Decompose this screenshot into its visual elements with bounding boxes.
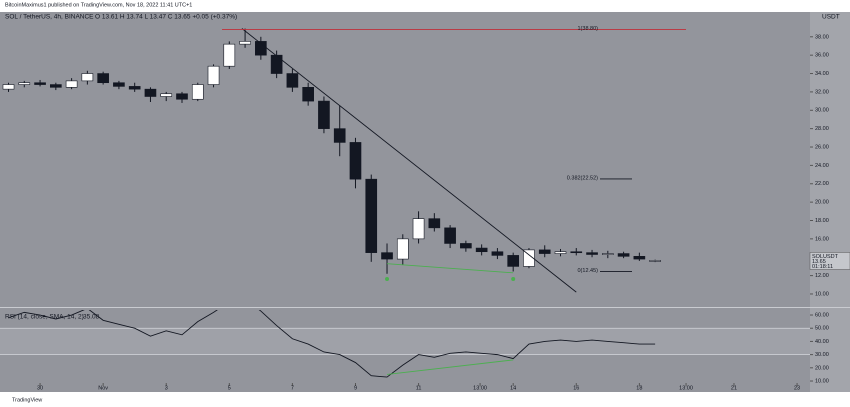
price-tag (809, 252, 850, 270)
footer: TradingView (12, 397, 42, 403)
axis-background (810, 12, 850, 392)
x-tick-label: 11 (416, 385, 422, 391)
candle-body (601, 253, 614, 255)
x-tick-label: 30 (37, 385, 43, 391)
x-tick-label: 5 (228, 385, 231, 391)
currency: USDT (822, 14, 840, 21)
x-tick-label: 14 (510, 385, 516, 391)
candle-body (160, 93, 173, 97)
candle-body (113, 82, 125, 87)
candle-body (349, 142, 362, 180)
price-tag-symbol: SOLUSDT (812, 254, 839, 260)
candle-body (239, 41, 251, 45)
candle-body (396, 238, 409, 260)
y-tick-label: 10.00 (815, 378, 829, 384)
candle-body (412, 218, 425, 240)
rsi-divergence (386, 359, 514, 375)
candle-body (570, 251, 583, 254)
candle-body (365, 178, 378, 253)
fib-label: 0(12.45) (578, 268, 599, 274)
rsi-band (0, 328, 810, 355)
y-tick-label: 30.00 (815, 108, 829, 114)
candle-body (65, 80, 78, 88)
fib-label: 0.382(22.52) (567, 175, 598, 181)
ohlc: O 13.61 H 13.74 L 13.47 C 13.65 +0.05 (+… (95, 14, 237, 21)
rsi-line (8, 310, 656, 378)
fib-label: 1(38.80) (578, 26, 599, 32)
candle-body (302, 87, 314, 102)
candle-body (649, 260, 661, 262)
candle-body (554, 251, 567, 254)
y-tick-label: 38.00 (815, 34, 829, 40)
x-tick-label: 18 (636, 385, 642, 391)
y-tick-label: 34.00 (815, 71, 829, 77)
candle-body (97, 73, 109, 84)
candle-body (191, 84, 204, 100)
y-tick-label: 30.00 (815, 352, 829, 358)
publisher: BitcoinMaximus1 published on TradingView… (5, 2, 192, 8)
candle-body (223, 43, 236, 67)
candle-body (18, 82, 31, 85)
y-tick-label: 20.00 (815, 200, 829, 206)
x-tick-label: 16 (573, 385, 579, 391)
x-tick-label: 21 (731, 385, 737, 391)
y-tick-label: 16.00 (815, 236, 829, 242)
y-tick-label: 40.00 (815, 339, 829, 345)
candle-body (381, 252, 393, 260)
candle-body (460, 243, 472, 249)
y-tick-label: 60.00 (815, 312, 829, 318)
price-tag-countdown: 01:18:11 (812, 264, 833, 270)
candle-body (176, 93, 188, 100)
candle-body (491, 251, 504, 256)
divergence-line (386, 263, 514, 274)
candle-body (318, 100, 330, 129)
candle-body (34, 82, 46, 85)
divergence-marker (511, 277, 516, 281)
rsi-title: RSI (14, close, SMA, 14, 2) (5, 314, 84, 321)
y-tick-label: 18.00 (815, 218, 829, 224)
trendline (241, 28, 577, 293)
candle-body (144, 88, 157, 97)
candle-body (586, 252, 598, 255)
candle-body (507, 255, 520, 267)
y-tick-label: 24.00 (815, 163, 829, 169)
candle-body (2, 84, 15, 90)
candle-body (333, 128, 346, 143)
candle-body (128, 86, 141, 90)
y-tick-label: 22.00 (815, 181, 829, 187)
x-tick-label: 9 (354, 385, 357, 391)
y-tick-label: 50.00 (815, 326, 829, 332)
candle-body (444, 227, 456, 244)
y-tick-label: 12.00 (815, 273, 829, 279)
candle-body (50, 84, 62, 88)
candle-body (207, 65, 220, 85)
symbol: SOL / TetherUS, 4h, BINANCE (5, 14, 94, 21)
y-tick-label: 32.00 (815, 89, 829, 95)
y-tick-label: 36.00 (815, 53, 829, 59)
x-tick-label: 3 (165, 385, 168, 391)
candle-body (538, 249, 551, 254)
candle-body (286, 73, 299, 88)
y-tick-label: 28.00 (815, 126, 829, 132)
y-tick-label: 26.00 (815, 144, 829, 150)
price-tag-value: 13.65 (812, 259, 826, 265)
candle-body (633, 256, 646, 260)
candle-body (617, 253, 630, 257)
x-tick-label: 13:00 (473, 385, 487, 391)
candle-body (523, 249, 535, 267)
rsi-value: 35.08 (83, 314, 100, 321)
x-tick-label: 7 (291, 385, 294, 391)
candle-body (475, 247, 488, 253)
x-tick-label: 13:00 (679, 385, 693, 391)
candle-body (81, 73, 94, 82)
x-tick-label: Nov (98, 385, 108, 391)
y-tick-label: 20.00 (815, 365, 829, 371)
y-tick-label: 10.00 (815, 291, 829, 297)
x-tick-label: 23 (794, 385, 800, 391)
candle-body (428, 218, 441, 229)
divergence-marker (385, 277, 390, 281)
candle-body (270, 54, 283, 74)
